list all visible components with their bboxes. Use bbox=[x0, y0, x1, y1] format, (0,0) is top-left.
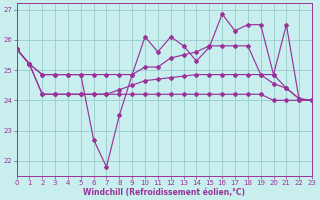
X-axis label: Windchill (Refroidissement éolien,°C): Windchill (Refroidissement éolien,°C) bbox=[83, 188, 245, 197]
